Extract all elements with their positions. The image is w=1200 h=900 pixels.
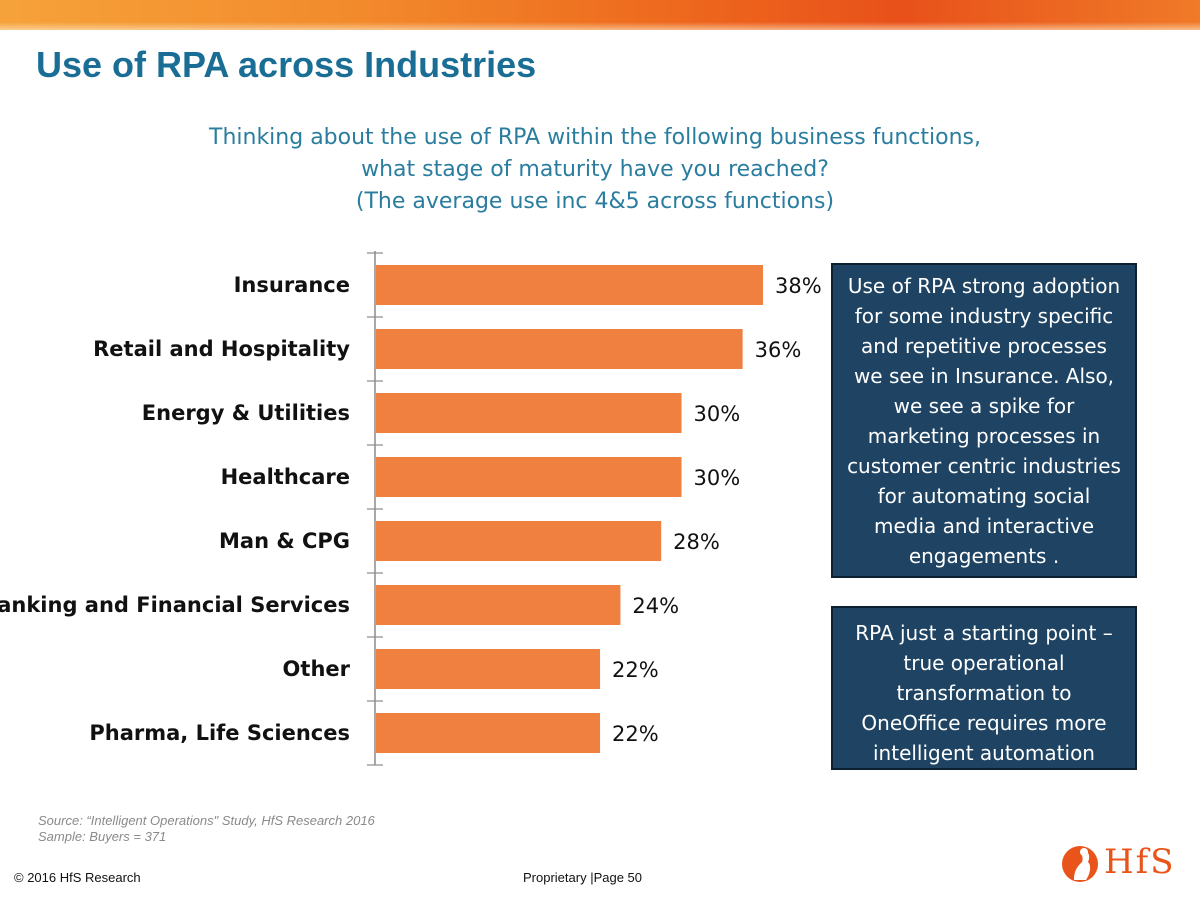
source-note: Source: “Intelligent Operations" Study, …: [38, 813, 375, 845]
category-label: Man & CPG: [219, 529, 350, 553]
callout-line: engagements .: [908, 544, 1060, 568]
bar-2: [376, 393, 682, 433]
data-label: 30%: [694, 466, 741, 490]
bar-5: [376, 585, 621, 625]
callout-line: marketing processes in: [867, 424, 1101, 448]
callout-line: true operational: [903, 651, 1065, 675]
data-label: 28%: [673, 530, 720, 554]
bar-chart: Insurance 38% Retail and Hospitality 36% Ene…: [0, 251, 822, 766]
callout-line: transformation to: [896, 681, 1072, 705]
question-line: (The average use inc 4&5 across function…: [355, 189, 835, 214]
source-text: Source: “Intelligent Operations" Study, …: [38, 813, 375, 828]
category-label: Pharma, Life Sciences: [89, 721, 350, 745]
bar-0: [376, 265, 763, 305]
bar-7: [376, 713, 601, 753]
data-label: 36%: [755, 338, 802, 362]
top-banner: [0, 0, 1200, 30]
survey-question: Thinking about the use of RPA within the…: [150, 122, 1040, 218]
logo-figure-icon: [1062, 846, 1098, 882]
hfs-logo: HfS: [1060, 840, 1180, 890]
callout-line: customer centric industries: [847, 454, 1121, 478]
category-label: Insurance: [234, 273, 350, 297]
logo-wordmark: HfS: [1104, 842, 1176, 882]
callout-line: RPA just a starting point –: [855, 621, 1113, 645]
sample-text: Sample: Buyers = 371: [38, 829, 167, 844]
slide-title: Use of RPA across Industries: [36, 44, 537, 85]
data-label: 30%: [694, 402, 741, 426]
callout-line: for automating social: [877, 484, 1091, 508]
callout-line: we see in Insurance. Also,: [853, 364, 1115, 388]
callout-line: Use of RPA strong adoption: [847, 274, 1121, 298]
callout-line: intelligent automation: [873, 741, 1095, 765]
bar-3: [376, 457, 682, 497]
category-label: Retail and Hospitality: [93, 337, 350, 361]
bar-4: [376, 521, 662, 561]
data-label: 22%: [612, 722, 659, 746]
bar-1: [376, 329, 743, 369]
insight-callout-oneoffice: RPA just a starting point – true operati…: [831, 606, 1137, 770]
category-label: Other: [283, 657, 351, 681]
category-label: Banking and Financial Services: [0, 593, 350, 617]
insight-callout-adoption: Use of RPA strong adoption for some indu…: [831, 263, 1137, 578]
callout-line: media and interactive: [873, 514, 1095, 538]
category-label: Energy & Utilities: [142, 401, 350, 425]
callout-line: and repetitive processes: [861, 334, 1107, 358]
callout-line: for some industry specific: [854, 304, 1114, 328]
question-line: Thinking about the use of RPA within the…: [209, 125, 981, 150]
bar-6: [376, 649, 601, 689]
data-label: 38%: [775, 274, 822, 298]
data-label: 24%: [632, 594, 679, 618]
data-label: 22%: [612, 658, 659, 682]
footer-page-number: Proprietary |Page 50: [523, 870, 642, 885]
callout-line: OneOffice requires more: [861, 711, 1107, 735]
callout-line: we see a spike for: [893, 394, 1075, 418]
question-line: what stage of maturity have you reached?: [361, 157, 829, 182]
footer-copyright: © 2016 HfS Research: [14, 870, 141, 885]
category-label: Healthcare: [221, 465, 350, 489]
